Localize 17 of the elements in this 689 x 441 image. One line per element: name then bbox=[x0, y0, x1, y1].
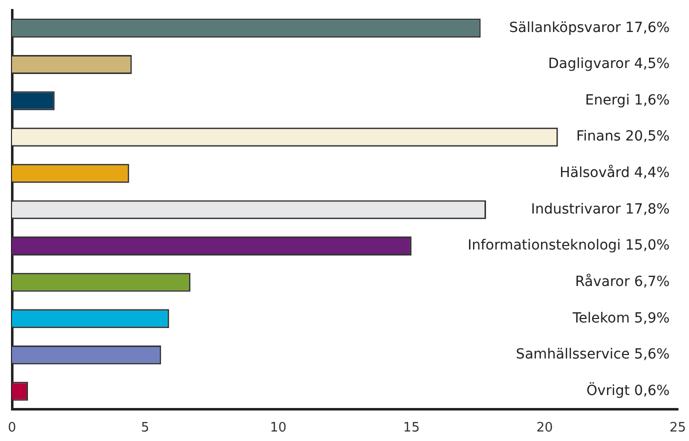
category-label: Industrivaror 17,8% bbox=[530, 201, 670, 218]
x-tick-label: 5 bbox=[141, 420, 150, 436]
x-tick-label: 15 bbox=[403, 420, 420, 436]
category-label: Energi 1,6% bbox=[585, 92, 670, 108]
category-label: Dagligvaror 4,5% bbox=[548, 56, 670, 72]
category-label: Råvaror 6,7% bbox=[575, 274, 670, 290]
x-tick-label: 10 bbox=[270, 420, 287, 436]
category-label: Övrigt 0,6% bbox=[586, 382, 670, 399]
category-label: Hälsovård 4,4% bbox=[560, 165, 670, 182]
category-label: Samhällsservice 5,6% bbox=[516, 346, 670, 363]
category-label: Telekom 5,9% bbox=[572, 310, 670, 326]
category-label: Informationsteknologi 15,0% bbox=[468, 238, 670, 254]
category-label: Finans 20,5% bbox=[576, 128, 670, 145]
x-tick-label: 25 bbox=[669, 420, 686, 436]
x-tick-label: 0 bbox=[8, 420, 16, 436]
category-label: Sällanköpsvaror 17,6% bbox=[509, 20, 670, 36]
x-tick-label: 20 bbox=[536, 420, 553, 436]
